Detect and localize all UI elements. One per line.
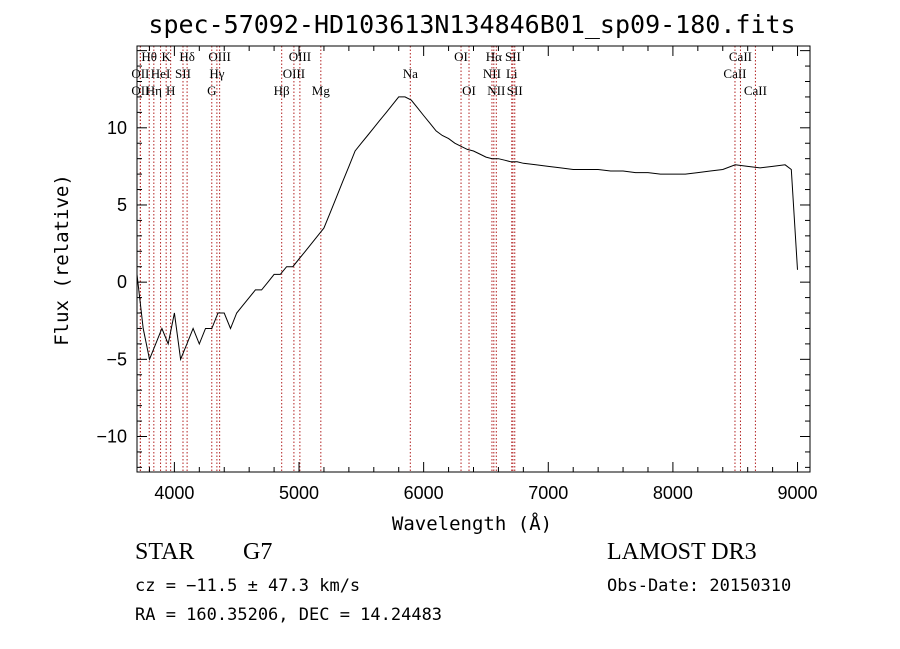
- coordinates-text: RA = 160.35206, DEC = 14.24483: [135, 605, 442, 625]
- x-tick-label: 4000: [154, 483, 194, 503]
- line-label-nii: NII: [483, 66, 501, 81]
- line-label-caii: CaII: [729, 49, 752, 64]
- line-label-caii: CaII: [744, 83, 767, 98]
- line-label-hθ: Hθ: [141, 49, 157, 64]
- x-axis: 4000 5000 6000 7000 8000 9000: [148, 46, 818, 503]
- line-label-h: H: [166, 83, 175, 98]
- plot-frame: [136, 45, 811, 473]
- x-axis-label: Wavelength (Å): [392, 512, 552, 535]
- x-tick-label: 8000: [653, 483, 693, 503]
- x-tick-label: 6000: [404, 483, 444, 503]
- line-label-mg: Mg: [312, 83, 331, 98]
- line-marker-group: [139, 46, 756, 472]
- survey-name: LAMOST DR3: [607, 539, 757, 565]
- line-label-hβ: Hβ: [274, 83, 290, 98]
- object-subclass: G7: [243, 539, 272, 565]
- line-label-hδ: Hδ: [179, 49, 195, 64]
- object-class: STAR: [135, 539, 194, 565]
- line-label-hη: Hη: [146, 83, 162, 98]
- chart-title: spec-57092-HD103613N134846B01_sp09-180.f…: [148, 10, 795, 39]
- line-label-na: Na: [403, 66, 418, 81]
- line-label-hγ: Hγ: [209, 66, 224, 81]
- line-label-oi: OI: [454, 49, 468, 64]
- x-tick-label: 5000: [279, 483, 319, 503]
- y-tick-label: 10: [107, 118, 127, 138]
- line-label-sii: SII: [175, 66, 191, 81]
- line-label-sii: SII: [507, 83, 523, 98]
- line-label-li: Li: [506, 66, 518, 81]
- line-label-caii: CaII: [723, 66, 746, 81]
- line-label-oii: OII: [131, 66, 149, 81]
- x-tick-label: 9000: [778, 483, 818, 503]
- line-label-group: HθOIIOIIHeIHηKHSIIHδGHγOIIIHβOIIIOIIIMgN…: [131, 49, 767, 98]
- y-tick-label: −5: [106, 349, 127, 369]
- line-label-nii: NII: [487, 83, 505, 98]
- y-tick-label: 0: [117, 272, 127, 292]
- redshift-text: cz = −11.5 ± 47.3 km/s: [135, 576, 360, 596]
- y-tick-label: 5: [117, 195, 127, 215]
- y-tick-label: −10: [96, 427, 127, 447]
- y-axis: −10 −5 0 5 10: [96, 50, 810, 468]
- line-label-oiii: OIII: [208, 49, 230, 64]
- line-label-k: K: [161, 49, 171, 64]
- line-label-hei: HeI: [151, 66, 171, 81]
- line-label-oii: OII: [131, 83, 149, 98]
- line-label-sii: SII: [505, 49, 521, 64]
- line-label-oi: OI: [462, 83, 476, 98]
- x-tick-label: 7000: [528, 483, 568, 503]
- line-label-oiii: OIII: [289, 49, 311, 64]
- spectrum-series-line: [136, 96, 798, 362]
- obs-date-text: Obs-Date: 20150310: [607, 576, 791, 596]
- line-label-hα: Hα: [486, 49, 502, 64]
- y-axis-label: Flux (relative): [51, 174, 73, 346]
- line-label-oiii: OIII: [283, 66, 305, 81]
- line-label-g: G: [207, 83, 216, 98]
